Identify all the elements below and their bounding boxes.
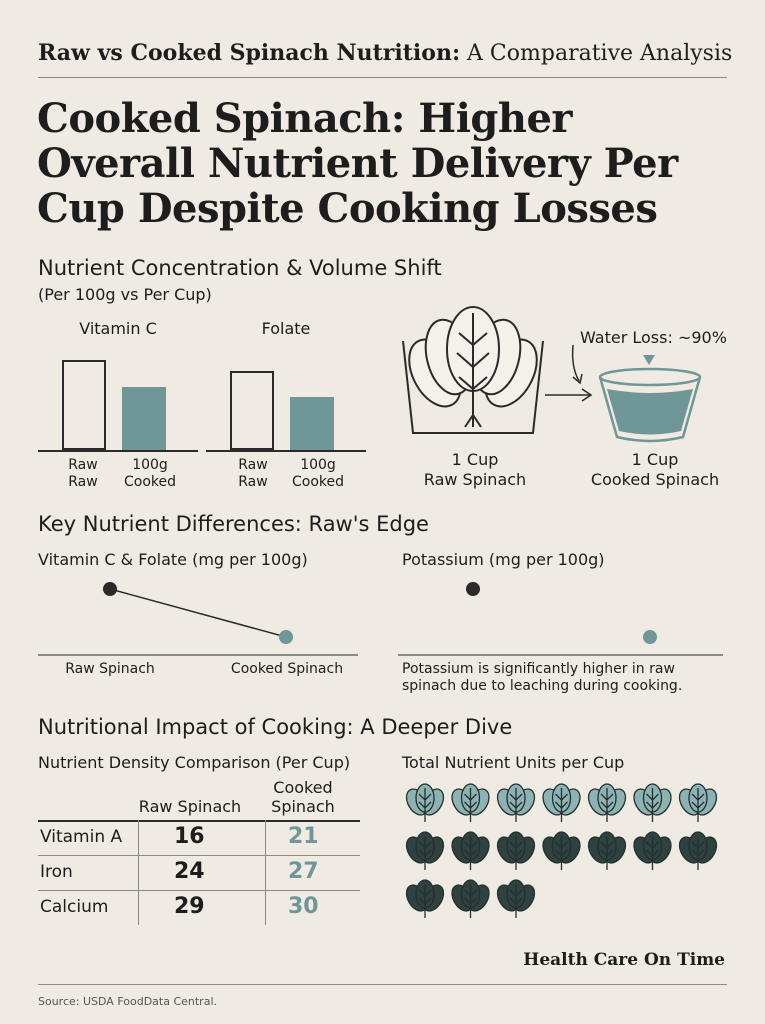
potassium-note: Potassium is significantly higher in raw… (402, 661, 683, 694)
col-raw-header: Raw Spinach (138, 797, 242, 816)
density-table: Raw Spinach Cooked Spinach Vitamin A 16 2… (38, 775, 360, 935)
vitamin-c-chart-title: Vitamin C (79, 319, 157, 338)
spinach-leaf-icon (542, 783, 581, 822)
spinach-leaf-icon (405, 879, 445, 918)
potassium-dot-chart (398, 582, 723, 656)
arrow-right-icon (545, 388, 593, 402)
spinach-leaf-icon (451, 879, 490, 918)
vitamin-folate-cooked-point (279, 630, 293, 644)
table-row: Vitamin A 16 21 (38, 820, 360, 855)
spinach-leaf-icon (451, 783, 490, 822)
vitamin-folate-raw-point (103, 582, 117, 596)
headline: Cooked Spinach: Higher Overall Nutrient … (37, 95, 678, 232)
spinach-leaf-icon (678, 831, 718, 870)
folate-tick-cooked: 100g Cooked (291, 457, 344, 490)
row-cooked-value: 30 (288, 894, 319, 919)
folate-cooked-bar (290, 396, 334, 450)
page-title: Raw vs Cooked Spinach Nutrition: A Compa… (38, 40, 732, 66)
spinach-bunch-icon (408, 306, 538, 428)
table-row-rule (38, 890, 360, 891)
vitamin-c-tick-cooked: 100g Cooked (123, 457, 176, 490)
section2-title: Key Nutrient Differences: Raw's Edge (38, 512, 429, 536)
table-title: Nutrient Density Comparison (Per Cup) (38, 753, 351, 772)
volume-shift-illustration (402, 306, 702, 443)
vitamin-folate-slope-line (109, 588, 287, 638)
spinach-leaf-icon (496, 783, 536, 822)
section1-title: Nutrient Concentration & Volume Shift (38, 256, 442, 280)
row-cooked-value: 21 (288, 824, 319, 849)
table-header-rule (38, 820, 360, 822)
spinach-leaf-icon (587, 783, 627, 822)
potassium-cooked-point (643, 630, 657, 644)
table-row: Calcium 29 30 (38, 890, 360, 925)
vitamin-folate-chart-title: Vitamin C & Folate (mg per 100g) (38, 550, 308, 569)
vitamin-c-cooked-bar (122, 386, 166, 450)
folate-tick-raw: Raw Raw (238, 457, 268, 490)
table-vline-2 (265, 820, 266, 925)
table-row-rule (38, 855, 360, 856)
folate-bar-chart: Folate Raw Raw 100g Cooked (206, 315, 366, 495)
water-loss-label: Water Loss: ~90% (580, 328, 727, 347)
vitamin-c-baseline (38, 450, 198, 452)
row-raw-value: 24 (174, 859, 205, 884)
folate-raw-bar (230, 370, 274, 450)
nutrient-units-pictograph (405, 783, 718, 918)
brand-logo: Health Care On Time (523, 950, 725, 970)
slope-tick-raw: Raw Spinach (65, 661, 155, 677)
raw-bowl-icon (402, 340, 544, 434)
spinach-leaf-icon (496, 879, 536, 918)
row-label: Vitamin A (40, 827, 123, 847)
title-divider (38, 77, 727, 78)
spinach-leaf-icon (678, 783, 718, 822)
section1-subtitle: (Per 100g vs Per Cup) (38, 285, 212, 304)
table-row: Iron 24 27 (38, 855, 360, 890)
folate-baseline (206, 450, 366, 452)
folate-chart-title: Folate (261, 319, 311, 338)
vitamin-c-bar-chart: Vitamin C Raw Raw 100g Cooked (38, 315, 198, 495)
row-cooked-value: 27 (288, 859, 319, 884)
row-raw-value: 16 (174, 824, 205, 849)
table-vline-1 (138, 820, 139, 925)
footer-divider (38, 984, 727, 985)
raw-cup-label: 1 Cup Raw Spinach (423, 450, 527, 489)
page-title-bold: Raw vs Cooked Spinach Nutrition: (38, 40, 461, 66)
section3-title: Nutritional Impact of Cooking: A Deeper … (38, 715, 513, 739)
row-raw-value: 29 (174, 894, 205, 919)
row-label: Calcium (40, 897, 109, 917)
spinach-leaf-icon (542, 831, 581, 870)
spinach-leaf-icon (633, 831, 672, 870)
units-title: Total Nutrient Units per Cup (402, 753, 625, 772)
vitamin-c-tick-raw: Raw Raw (68, 457, 98, 490)
page-title-rest: A Comparative Analysis (460, 41, 733, 66)
cooked-cup-icon (598, 355, 702, 443)
slope-tick-cooked: Cooked Spinach (230, 661, 344, 677)
vitamin-folate-slope-chart (38, 582, 358, 656)
spinach-leaf-icon (633, 783, 672, 822)
potassium-raw-point (466, 582, 480, 596)
col-cooked-header: Cooked Spinach (271, 778, 335, 816)
cooked-cup-label: 1 Cup Cooked Spinach (590, 450, 720, 489)
spinach-leaf-icon (451, 831, 490, 870)
row-label: Iron (40, 862, 73, 882)
spinach-leaf-icon (405, 783, 445, 822)
spinach-leaf-icon (587, 831, 627, 870)
vitamin-c-raw-bar (62, 359, 106, 450)
source-note: Source: USDA FoodData Central. (38, 995, 218, 1008)
spinach-leaf-icon (405, 831, 445, 870)
spinach-leaf-icon (496, 831, 536, 870)
curved-arrow-icon (571, 344, 583, 385)
potassium-chart-title: Potassium (mg per 100g) (402, 550, 605, 569)
